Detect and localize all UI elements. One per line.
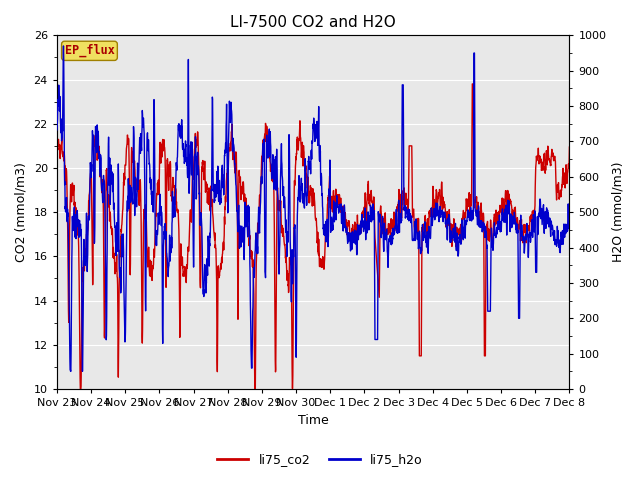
Text: EP_flux: EP_flux <box>65 44 115 58</box>
li75_co2 <box>535 153 543 158</box>
Line: li75_h2o: li75_h2o <box>57 46 570 372</box>
li75_h2o <box>462 219 470 225</box>
li75_co2 <box>521 225 529 231</box>
li75_co2 <box>196 258 204 264</box>
li75_co2 <box>462 208 470 214</box>
Y-axis label: CO2 (mmol/m3): CO2 (mmol/m3) <box>15 162 28 262</box>
li75_h2o <box>339 228 347 234</box>
Legend: li75_co2, li75_h2o: li75_co2, li75_h2o <box>212 448 428 471</box>
li75_h2o <box>535 214 543 220</box>
li75_h2o <box>566 210 573 216</box>
li75_h2o <box>196 222 204 228</box>
li75_co2 <box>252 386 259 392</box>
li75_h2o <box>60 43 67 49</box>
li75_h2o <box>53 127 61 133</box>
Y-axis label: H2O (mmol/m3): H2O (mmol/m3) <box>612 162 625 263</box>
li75_h2o <box>521 247 529 252</box>
Title: LI-7500 CO2 and H2O: LI-7500 CO2 and H2O <box>230 15 396 30</box>
Line: li75_co2: li75_co2 <box>57 84 570 389</box>
li75_h2o <box>79 369 86 374</box>
li75_co2 <box>328 193 335 199</box>
li75_h2o <box>328 228 336 233</box>
li75_co2 <box>468 81 476 87</box>
X-axis label: Time: Time <box>298 414 328 427</box>
li75_co2 <box>566 144 573 150</box>
li75_co2 <box>339 215 347 220</box>
li75_co2 <box>53 158 61 164</box>
